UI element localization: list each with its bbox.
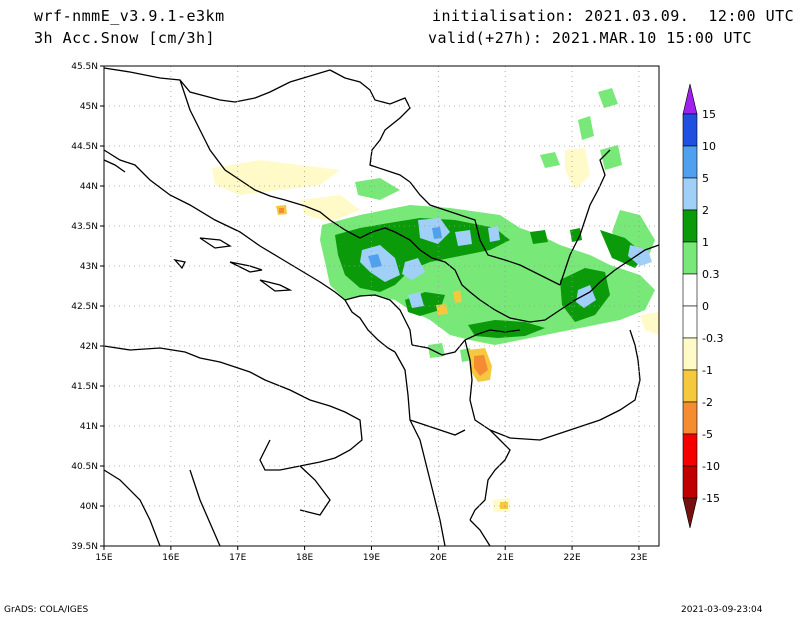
colorbar-swatch	[682, 177, 698, 211]
lat-tick-label: 41N	[80, 422, 98, 432]
colorbar-swatch	[682, 145, 698, 179]
colorbar-label: 0	[702, 300, 709, 313]
field-title: 3h Acc.Snow [cm/3h]	[34, 29, 216, 47]
lat-tick-label: 39.5N	[71, 542, 98, 552]
colorbar-label: -0.3	[702, 332, 723, 345]
lon-tick-label: 21E	[497, 553, 514, 563]
lat-tick-label: 44.5N	[71, 142, 98, 152]
footer-timestamp: 2021-03-09-23:04	[681, 605, 763, 615]
colorbar-swatch	[682, 433, 698, 467]
init-time: initialisation: 2021.03.09. 12:00 UTC	[432, 7, 795, 25]
lat-tick-label: 43N	[80, 262, 98, 272]
colorbar-swatch	[682, 465, 698, 499]
colorbar-swatch	[682, 305, 698, 339]
colorbar-swatch	[682, 369, 698, 403]
lon-tick-label: 20E	[430, 553, 447, 563]
footer-credit: GrADS: COLA/IGES	[4, 605, 89, 615]
colorbar-swatch	[682, 401, 698, 435]
colorbar-swatch	[682, 113, 698, 147]
colorbar-label: -5	[702, 428, 713, 441]
colorbar-label: 5	[702, 172, 709, 185]
colorbar: 15 10 5 2 1 0.3 0 -0.3 -1 -2 -5 -10 -15	[682, 83, 723, 529]
colorbar-swatch	[682, 273, 698, 307]
lon-tick-label: 19E	[363, 553, 380, 563]
colorbar-swatch	[682, 241, 698, 275]
lon-tick-label: 15E	[95, 553, 112, 563]
lat-tick-label: 43.5N	[71, 222, 98, 232]
colorbar-bottom-arrow	[682, 497, 698, 529]
lon-tick-label: 16E	[162, 553, 179, 563]
colorbar-label: -2	[702, 396, 713, 409]
lat-tick-label: 40N	[80, 502, 98, 512]
colorbar-label: -1	[702, 364, 713, 377]
lat-tick-label: 45N	[80, 102, 98, 112]
colorbar-label: 2	[702, 204, 709, 217]
coastlines-borders	[103, 67, 660, 547]
colorbar-label: 1	[702, 236, 709, 249]
model-title: wrf-nmmE_v3.9.1-e3km	[34, 7, 225, 25]
lon-tick-label: 17E	[229, 553, 246, 563]
colorbar-label: 15	[702, 108, 716, 121]
lon-tick-label: 18E	[296, 553, 313, 563]
lat-tick-label: 45.5N	[71, 62, 98, 72]
lat-tick-label: 40.5N	[71, 462, 98, 472]
snow-field-layer	[212, 88, 659, 512]
lon-axis: 15E 16E 17E 18E 19E 20E 21E 22E 23E	[95, 546, 648, 563]
colorbar-swatch	[682, 209, 698, 243]
lat-tick-label: 44N	[80, 182, 98, 192]
valid-time: valid(+27h): 2021.MAR.10 15:00 UTC	[428, 29, 753, 47]
colorbar-label: 0.3	[702, 268, 720, 281]
colorbar-label: -15	[702, 492, 720, 505]
lat-axis: 39.5N 40N 40.5N 41N 41.5N 42N 42.5N 43N 43.5N 44N…	[71, 62, 104, 552]
colorbar-top-arrow	[682, 83, 698, 115]
colorbar-label: -10	[702, 460, 720, 473]
lon-tick-label: 22E	[564, 553, 581, 563]
lon-tick-label: 23E	[630, 553, 647, 563]
colorbar-label: 10	[702, 140, 716, 153]
lat-tick-label: 42N	[80, 342, 98, 352]
map-grid	[104, 66, 659, 546]
lat-tick-label: 41.5N	[71, 382, 98, 392]
lat-tick-label: 42.5N	[71, 302, 98, 312]
colorbar-swatch	[682, 337, 698, 371]
